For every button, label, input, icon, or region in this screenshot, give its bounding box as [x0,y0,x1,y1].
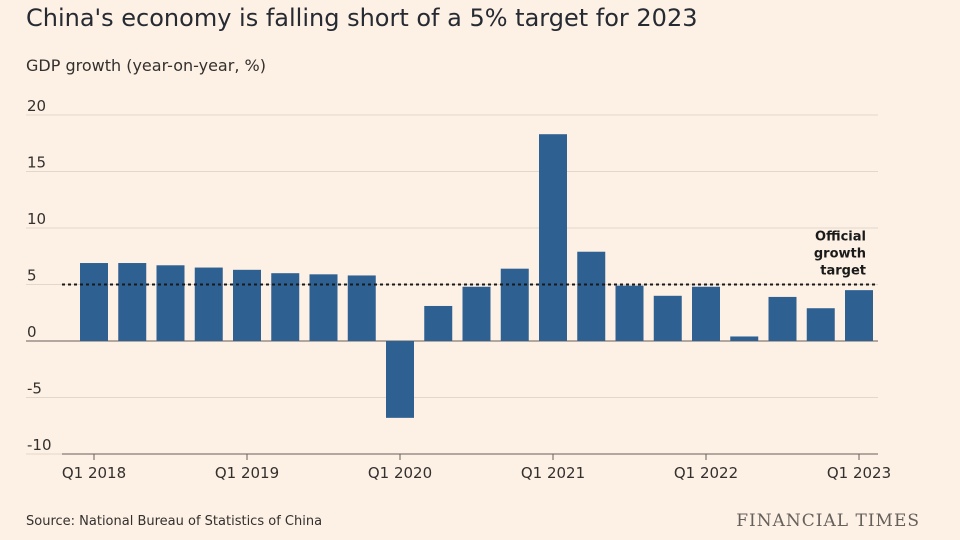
bar-q3-2022 [768,296,797,341]
y-tick-label: 0 [27,323,37,341]
bar-q2-2021 [577,251,606,341]
bar-chart: 20 15 10 5 0 -5 -10 Q1 2018 Q1 2019 Q1 2020 Q1 202… [26,97,891,482]
bar-q4-2022 [806,308,835,341]
x-tick-label: Q1 2020 [368,464,432,482]
target-label-line: growth [814,247,866,262]
bar-q3-2020 [462,286,491,341]
x-tick-label: Q1 2022 [674,464,738,482]
bar-q3-2021 [615,285,644,341]
bar-q4-2018 [194,267,223,341]
bar-q1-2021 [539,134,567,341]
bar-q2-2018 [118,263,147,341]
financial-times-logo: FINANCIAL TIMES [736,511,920,531]
chart-title: China's economy is falling short of a 5%… [26,4,698,32]
bar-q2-2019 [271,273,300,341]
target-label-line: target [820,264,866,279]
x-tick-label: Q1 2021 [521,464,585,482]
x-tick-label: Q1 2023 [827,464,891,482]
y-tick-label: 5 [27,267,37,285]
bar-q1-2020 [386,341,414,418]
bar-q1-2019 [233,269,261,341]
bar-q1-2023 [845,290,873,341]
target-label-line: Official [815,230,866,245]
bar-q4-2021 [653,295,682,341]
bar-q2-2020 [424,305,453,341]
y-tick-label: 20 [27,97,46,115]
bar-q2-2022 [730,336,759,341]
bar-q1-2018 [80,263,108,341]
bar-q4-2019 [347,275,376,341]
y-tick-label: -10 [27,436,52,454]
y-tick-label: -5 [27,380,42,398]
x-tick-label: Q1 2018 [62,464,126,482]
y-tick-label: 10 [27,210,46,228]
bar-q3-2018 [156,265,185,341]
chart-subtitle: GDP growth (year-on-year, %) [26,56,266,75]
y-tick-label: 15 [27,154,46,172]
x-tick-label: Q1 2019 [215,464,279,482]
bar-q1-2022 [692,286,720,341]
bar-q4-2020 [500,268,529,341]
source-note: Source: National Bureau of Statistics of… [26,514,323,529]
